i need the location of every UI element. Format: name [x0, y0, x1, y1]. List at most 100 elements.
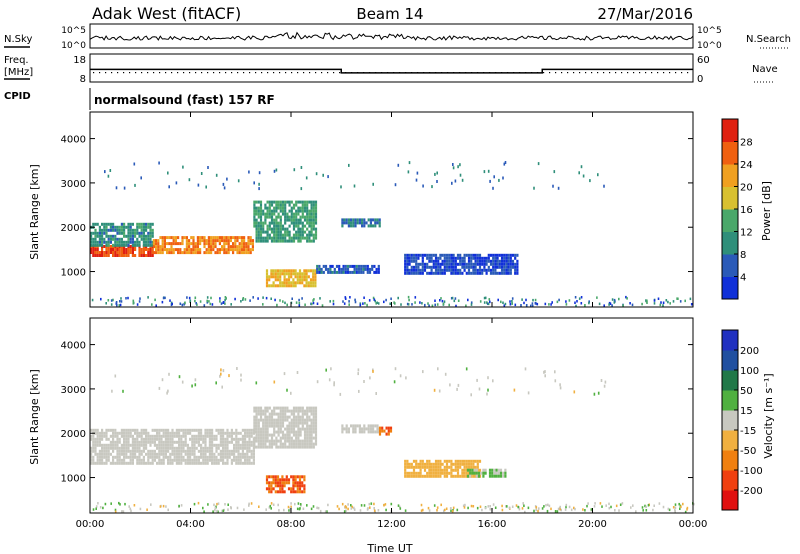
heatmap-cell [465, 459, 468, 463]
heatmap-cell [434, 271, 438, 275]
x-tick-label: 04:00 [176, 519, 205, 530]
heatmap-cell [178, 446, 181, 450]
heatmap-cell [149, 440, 152, 444]
heatmap-cell [306, 203, 309, 207]
heatmap-cell [226, 443, 229, 447]
heatmap-cell [347, 218, 350, 222]
heatmap-cell [461, 271, 464, 275]
heatmap-cell [312, 221, 315, 225]
heatmap-cell [448, 265, 451, 269]
heatmap-cell [376, 430, 379, 434]
heatmap-cell [482, 471, 485, 475]
colorbar-swatch [722, 209, 738, 232]
heatmap-cell [290, 424, 293, 428]
colorbar-tick-label: -50 [740, 446, 756, 457]
colorbar-swatch [722, 350, 738, 371]
heatmap-cell [232, 242, 235, 246]
heatmap-cell [373, 507, 375, 510]
heatmap-cell [272, 478, 275, 482]
heatmap-cell [470, 301, 473, 304]
heatmap-cell [225, 242, 228, 246]
heatmap-cell [125, 455, 128, 459]
heatmap-cell [297, 236, 300, 240]
heatmap-cell [172, 251, 175, 255]
heatmap-cell [226, 434, 229, 438]
heatmap-cell [145, 222, 148, 226]
heatmap-cell [443, 465, 446, 469]
heatmap-cell [373, 298, 376, 301]
heatmap-cell [436, 506, 439, 509]
heatmap-cell [129, 461, 132, 465]
heatmap-cell [383, 504, 385, 507]
heatmap-cell [443, 459, 446, 463]
heatmap-cell [303, 203, 307, 207]
heatmap-cell [463, 471, 466, 475]
heatmap-cell [349, 270, 352, 274]
heatmap-cell [299, 439, 302, 443]
heatmap-cell [255, 427, 258, 431]
heatmap-cell [116, 303, 118, 307]
heatmap-cell [298, 298, 300, 302]
heatmap-cell [275, 418, 278, 422]
nave-dot [537, 72, 539, 74]
heatmap-cell [90, 446, 93, 450]
heatmap-cell [98, 225, 101, 229]
heatmap-cell [237, 443, 240, 447]
heatmap-cell [264, 415, 267, 419]
heatmap-cell [281, 281, 284, 285]
colorbar-tick-label: 12 [740, 228, 753, 239]
heatmap-cell [195, 461, 198, 465]
heatmap-cell [127, 446, 130, 450]
heatmap-cell [255, 206, 258, 210]
heatmap-cell [140, 449, 143, 453]
heatmap-cell [208, 434, 211, 438]
heatmap-cell [461, 265, 464, 269]
heatmap-cell [377, 509, 380, 512]
heatmap-cell [437, 271, 440, 275]
heatmap-cell [103, 452, 106, 456]
heatmap-cell [298, 275, 302, 279]
heatmap-cell [358, 427, 361, 431]
heatmap-cell [286, 445, 289, 449]
heatmap-cell [547, 503, 549, 507]
heatmap-cell [273, 209, 276, 213]
heatmap-cell [450, 509, 452, 512]
heatmap-cell [186, 443, 189, 447]
heatmap-cell [439, 465, 442, 469]
heatmap-cell [301, 215, 304, 219]
heatmap-cell [463, 465, 466, 469]
heatmap-cell [575, 304, 577, 308]
heatmap-cell [180, 455, 183, 459]
heatmap-cell [253, 442, 256, 446]
heatmap-cell [290, 275, 293, 279]
heatmap-cell [593, 505, 596, 508]
heatmap-cell [279, 421, 282, 425]
heatmap-cell [118, 243, 121, 247]
heatmap-cell [279, 412, 282, 416]
heatmap-cell [171, 434, 174, 438]
heatmap-cell [301, 272, 304, 276]
heatmap-cell [476, 271, 479, 275]
heatmap-cell [277, 206, 280, 210]
heatmap-cell [318, 264, 321, 268]
heatmap-cell [454, 256, 457, 260]
heatmap-cell [259, 209, 263, 213]
heatmap-cell [266, 200, 269, 204]
heatmap-cell [204, 449, 207, 453]
heatmap-cell [160, 434, 163, 438]
heatmap-cell [257, 418, 260, 422]
heatmap-cell [246, 428, 249, 432]
heatmap-cell [107, 251, 110, 254]
heatmap-cell [505, 259, 508, 263]
heatmap-cell [314, 212, 318, 216]
heatmap-cell [237, 455, 240, 459]
heatmap-cell [419, 474, 422, 478]
heatmap-cell [92, 240, 95, 244]
heatmap-cell [487, 253, 490, 257]
heatmap-cell [112, 443, 115, 447]
heatmap-cell [118, 431, 121, 435]
heatmap-cell [253, 212, 256, 216]
heatmap-cell [230, 449, 233, 453]
heatmap-cell [248, 446, 251, 450]
heatmap-cell [265, 275, 269, 279]
